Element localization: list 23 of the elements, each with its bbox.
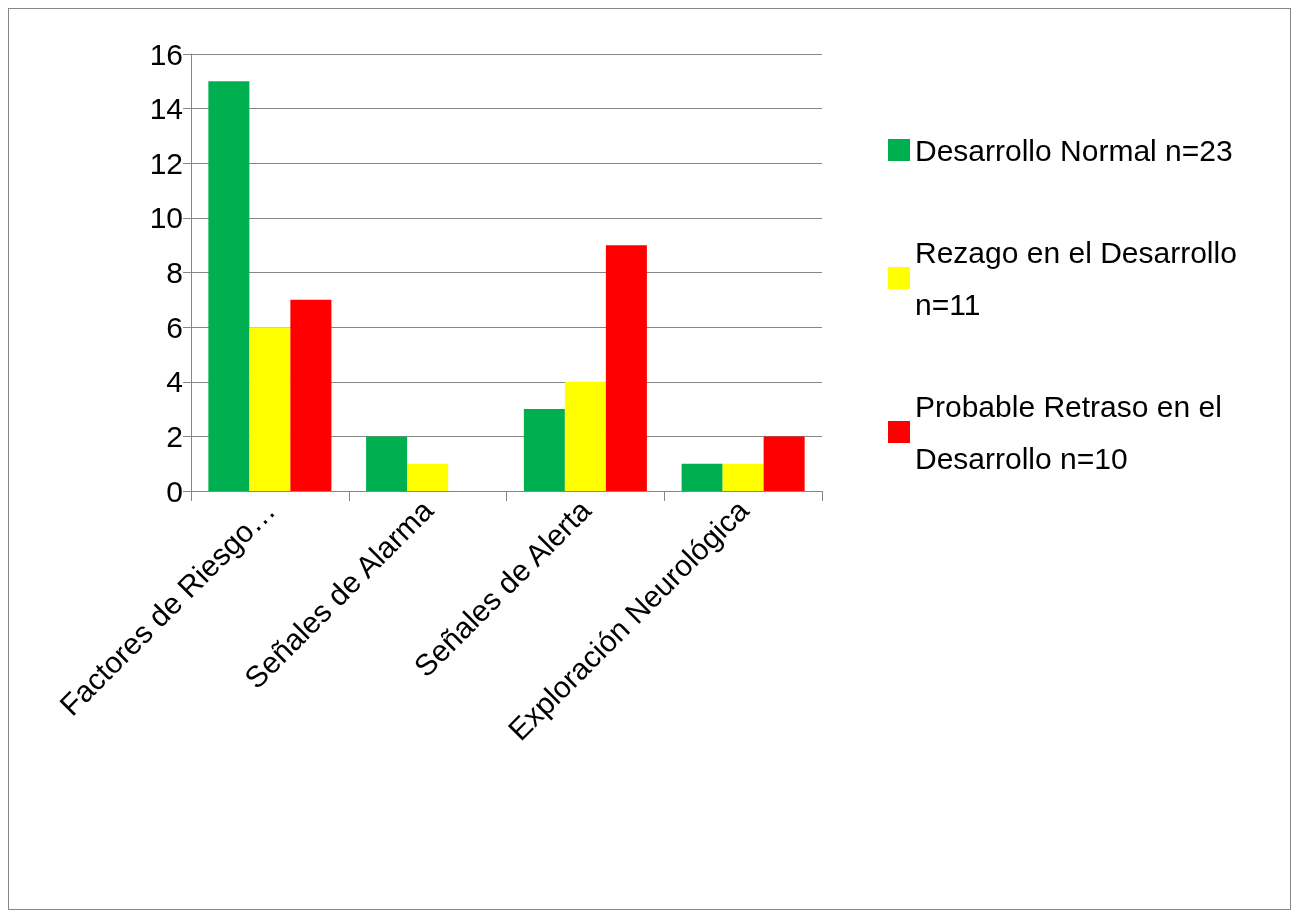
- bar: [605, 245, 647, 491]
- y-tick-label: 10: [149, 201, 183, 235]
- legend-label: Rezago en el Desarrollo n=11: [915, 235, 1246, 321]
- bar: [290, 299, 332, 491]
- legend-label: Probable Retraso en el Desarrollo n=10: [915, 389, 1231, 475]
- y-tick-label: 6: [166, 310, 183, 344]
- y-tick-label: 2: [166, 419, 183, 453]
- bar: [523, 409, 565, 491]
- y-tick-label: 16: [149, 37, 183, 71]
- bar: [763, 436, 805, 491]
- y-tick-label: 4: [166, 365, 183, 399]
- bar: [564, 381, 606, 491]
- y-tick-label: 12: [149, 146, 183, 180]
- y-tick-label: 0: [166, 474, 183, 508]
- bar: [722, 463, 764, 491]
- bar: [249, 327, 291, 491]
- bar: [366, 436, 408, 491]
- y-tick-label: 8: [166, 256, 183, 289]
- legend-label: Desarrollo Normal n=23: [915, 133, 1233, 167]
- bar: [681, 463, 723, 491]
- y-tick-label: 14: [149, 92, 183, 126]
- bar: [208, 81, 250, 491]
- bar: [407, 463, 449, 491]
